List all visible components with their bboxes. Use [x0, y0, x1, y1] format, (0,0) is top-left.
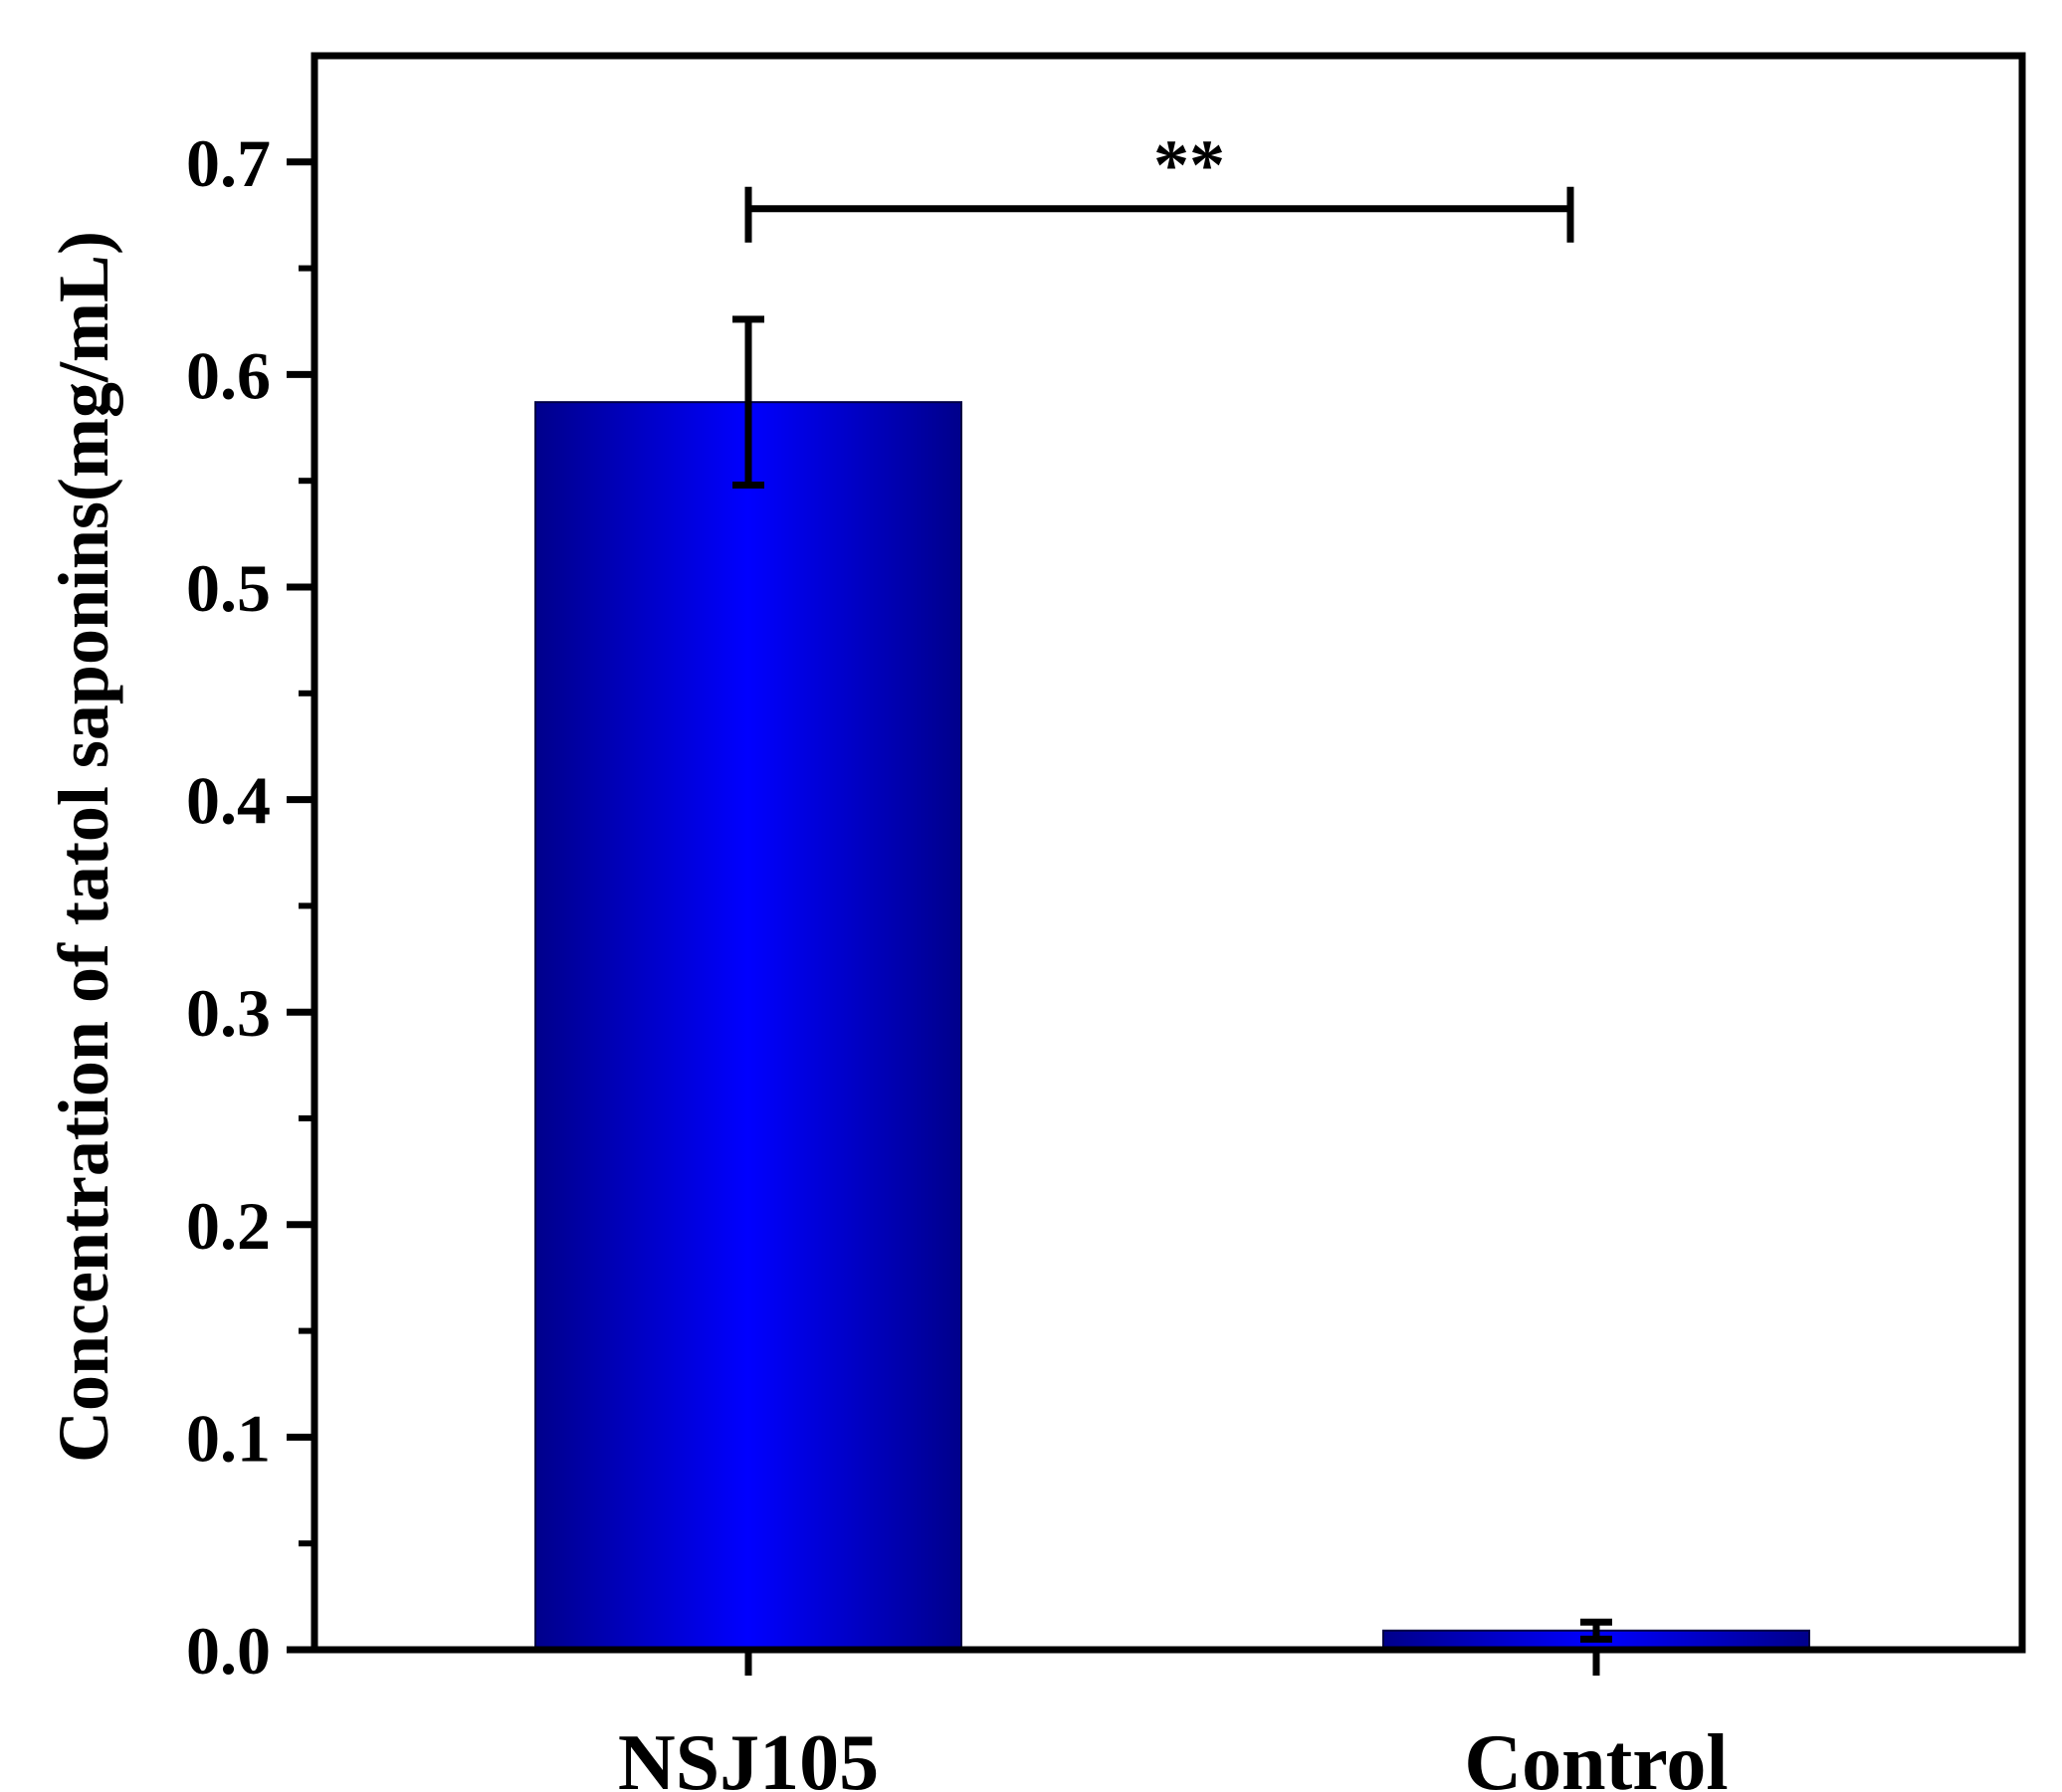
bar-nsj105 [534, 401, 962, 1652]
y-tick-label: 0.6 [186, 337, 271, 413]
plot-border [310, 52, 2026, 1654]
y-axis-title: Concentration of tatol saponins(mg/mL) [44, 231, 123, 1463]
x-tick-label-nsj105: NSJ105 [618, 1719, 879, 1792]
significance-label: ** [1153, 125, 1225, 205]
x-tick-label-control: Control [1464, 1719, 1728, 1792]
y-axis: 0.0 0.1 0.2 0.3 0.4 0.5 0.6 0.7 [186, 125, 314, 1689]
y-tick-label: 0.4 [186, 763, 271, 839]
significance-annotation: ** [744, 125, 1574, 243]
x-axis: NSJ105 Control [618, 1650, 1729, 1792]
y-tick-label: 0.7 [186, 125, 271, 201]
plot-frame [310, 52, 2026, 1654]
y-tick-label: 0.2 [186, 1188, 271, 1264]
errorbars-layer [732, 315, 1612, 1643]
y-tick-label: 0.1 [186, 1400, 271, 1476]
bars-layer [534, 401, 1810, 1652]
y-tick-label: 0.5 [186, 550, 271, 626]
y-tick-label: 0.0 [186, 1613, 271, 1689]
y-tick-label: 0.3 [186, 975, 271, 1051]
